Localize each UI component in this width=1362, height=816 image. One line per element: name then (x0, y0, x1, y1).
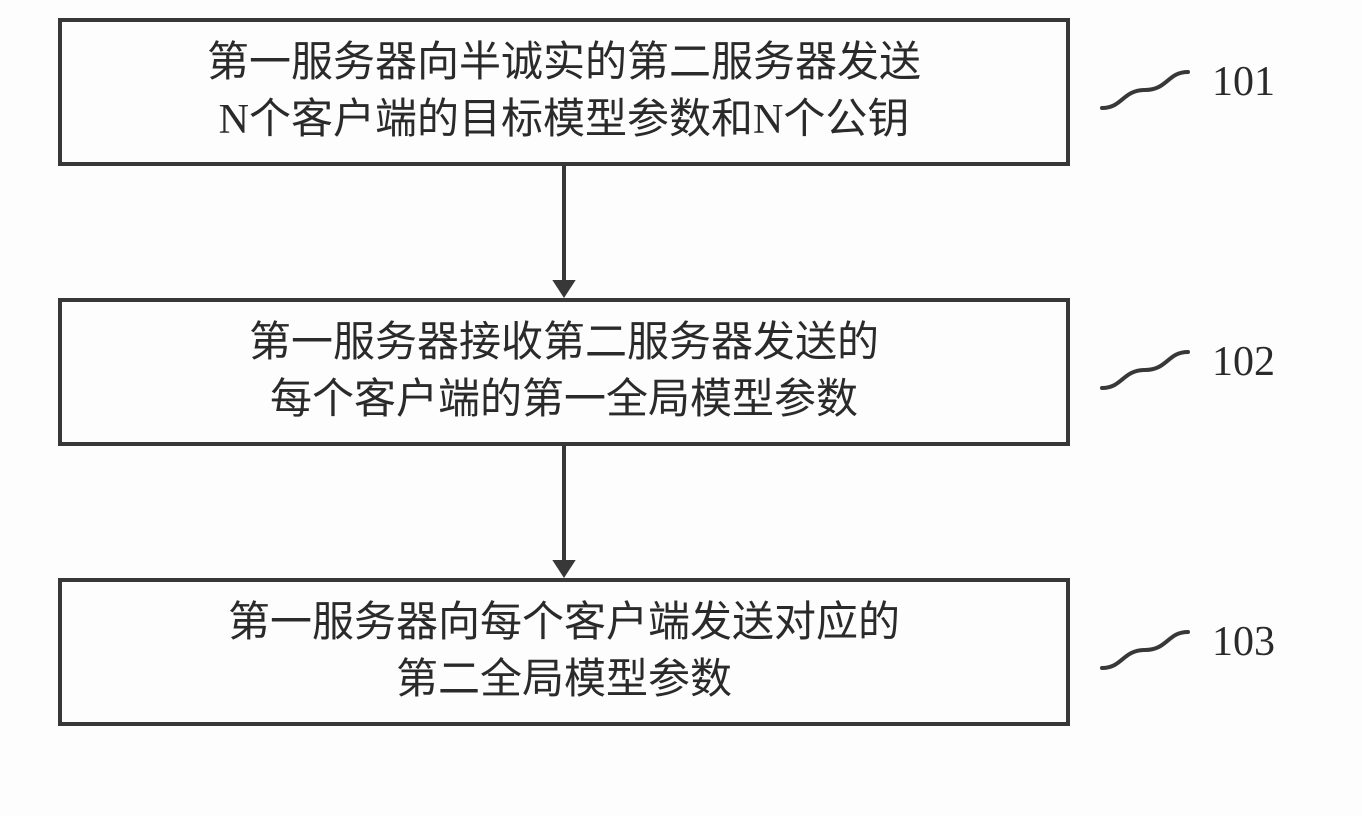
flowchart-node-102: 第一服务器接收第二服务器发送的每个客户端的第一全局模型参数 (58, 298, 1070, 446)
flowchart-node-101: 第一服务器向半诚实的第二服务器发送N个客户端的目标模型参数和N个公钥 (58, 18, 1070, 166)
node-text-line1: 第一服务器向半诚实的第二服务器发送 (207, 35, 921, 92)
node-text-line2: N个客户端的目标模型参数和N个公钥 (219, 92, 910, 149)
arrow-102-103 (544, 446, 584, 578)
flowchart-node-103: 第一服务器向每个客户端发送对应的第二全局模型参数 (58, 578, 1070, 726)
node-text-line1: 第一服务器接收第二服务器发送的 (249, 315, 879, 372)
node-text-line2: 第二全局模型参数 (396, 652, 732, 709)
node-text-line2: 每个客户端的第一全局模型参数 (270, 372, 858, 429)
squiggle-103 (1100, 628, 1190, 672)
arrow-101-102 (544, 166, 584, 298)
node-label-103: 103 (1212, 618, 1275, 666)
node-label-101: 101 (1212, 58, 1275, 106)
node-label-102: 102 (1212, 338, 1275, 386)
squiggle-102 (1100, 348, 1190, 392)
node-text-line1: 第一服务器向每个客户端发送对应的 (228, 595, 900, 652)
squiggle-101 (1100, 68, 1190, 112)
